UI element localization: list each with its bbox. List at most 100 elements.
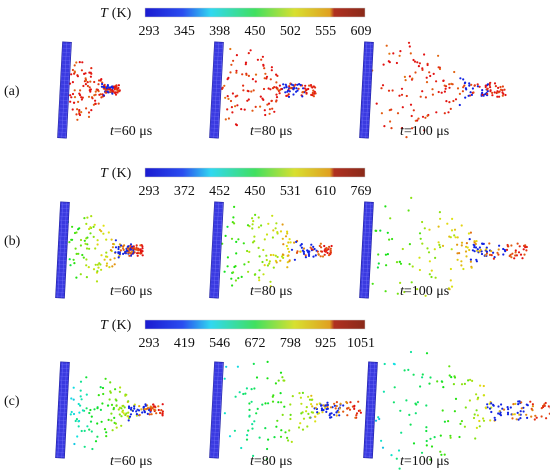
debris-particle	[83, 72, 86, 75]
debris-particle	[378, 417, 381, 421]
debris-particle	[243, 108, 246, 111]
debris-particle	[314, 415, 317, 418]
debris-particle	[94, 102, 97, 105]
debris-particle	[122, 404, 125, 407]
debris-particle	[117, 251, 120, 254]
debris-particle	[250, 388, 253, 391]
debris-particle	[115, 404, 118, 407]
debris-particle	[117, 245, 120, 249]
debris-particle	[439, 246, 442, 249]
debris-particle	[329, 412, 332, 415]
target-plate	[209, 201, 224, 299]
debris-particle	[437, 66, 440, 69]
debris-particle	[79, 273, 82, 276]
debris-particle	[325, 410, 328, 413]
debris-particle	[101, 82, 104, 86]
debris-particle	[133, 407, 136, 410]
debris-particle	[319, 255, 322, 258]
debris-particle	[317, 412, 321, 415]
debris-particle	[318, 244, 321, 247]
debris-particle	[398, 260, 401, 263]
debris-particle	[399, 281, 402, 284]
debris-particle	[236, 365, 239, 368]
debris-particle	[78, 61, 81, 64]
debris-particle	[271, 400, 275, 403]
debris-particle	[236, 104, 239, 107]
debris-particle	[468, 238, 471, 241]
debris-particle	[105, 238, 108, 241]
time-value: =100 μs	[404, 454, 449, 469]
debris-particle	[321, 411, 324, 414]
debris-particle	[94, 90, 97, 93]
debris-particle	[497, 91, 500, 94]
debris-particle	[131, 245, 134, 248]
debris-particle	[102, 392, 105, 396]
debris-particle	[232, 59, 235, 62]
debris-particle	[75, 231, 78, 234]
debris-particle	[131, 409, 134, 412]
debris-particle	[71, 68, 74, 72]
debris-particle	[76, 118, 79, 121]
debris-particle	[486, 83, 489, 86]
debris-particle	[79, 89, 82, 92]
debris-particle	[430, 269, 433, 272]
colorbar-tick-label: 925	[315, 336, 336, 351]
debris-particle	[257, 276, 261, 279]
debris-particle	[412, 373, 415, 376]
debris-particle	[490, 402, 493, 405]
debris-particle	[246, 224, 250, 227]
debris-particle	[531, 405, 535, 408]
debris-particle	[233, 222, 236, 225]
debris-particle	[412, 58, 415, 62]
debris-particle	[70, 397, 73, 400]
debris-particle	[268, 262, 271, 265]
debris-particle	[269, 78, 272, 81]
debris-particle	[353, 405, 356, 408]
debris-particle	[248, 414, 251, 417]
time-symbol: t	[250, 124, 255, 139]
debris-particle	[251, 78, 254, 81]
debris-particle	[464, 250, 468, 253]
debris-particle	[107, 231, 110, 234]
debris-particle	[279, 259, 282, 262]
debris-particle	[244, 61, 248, 64]
debris-particle	[141, 247, 144, 250]
debris-particle	[270, 99, 273, 103]
debris-particle	[405, 136, 408, 139]
debris-particle	[73, 442, 76, 446]
debris-particle	[492, 251, 495, 254]
debris-particle	[254, 105, 257, 108]
debris-particle	[298, 392, 301, 395]
debris-particle	[441, 244, 445, 247]
debris-particle	[454, 236, 457, 239]
debris-particle	[139, 249, 142, 252]
debris-particle	[507, 408, 510, 411]
debris-particle	[71, 225, 74, 228]
debris-particle	[462, 78, 465, 81]
debris-particle	[100, 268, 103, 271]
debris-particle	[105, 262, 109, 265]
debris-particle	[118, 413, 121, 416]
panel: T (K)293 372 452 450 531 610 769(b)t=60 μs t=80 …	[4, 166, 528, 299]
debris-particle	[498, 244, 501, 247]
debris-particle	[283, 379, 286, 382]
debris-particle	[161, 410, 164, 413]
debris-particle	[441, 409, 444, 412]
debris-particle	[518, 413, 521, 416]
debris-particle	[242, 392, 245, 396]
debris-particle	[114, 251, 117, 254]
debris-particle	[129, 254, 133, 257]
debris-particle	[355, 412, 359, 415]
debris-particle	[122, 252, 125, 255]
debris-particle	[342, 410, 345, 413]
debris-particle	[271, 236, 274, 239]
debris-particle	[464, 406, 467, 409]
debris-particle	[281, 223, 284, 226]
debris-particle	[251, 223, 254, 226]
debris-particle	[501, 407, 504, 410]
debris-particle	[80, 398, 83, 401]
debris-particle	[75, 113, 78, 116]
debris-particle	[482, 417, 485, 420]
debris-particle	[517, 251, 521, 254]
debris-particle	[228, 435, 232, 438]
